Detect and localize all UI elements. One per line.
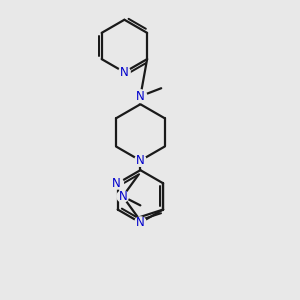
Circle shape	[117, 190, 128, 202]
Text: N: N	[120, 66, 129, 79]
Text: N: N	[136, 90, 145, 103]
Circle shape	[134, 90, 147, 103]
Text: N: N	[112, 177, 120, 190]
Text: N: N	[136, 154, 145, 167]
Circle shape	[112, 178, 123, 189]
Circle shape	[135, 155, 146, 166]
Circle shape	[118, 67, 130, 78]
Text: N: N	[119, 190, 128, 203]
Text: N: N	[136, 216, 145, 229]
Circle shape	[135, 217, 146, 228]
